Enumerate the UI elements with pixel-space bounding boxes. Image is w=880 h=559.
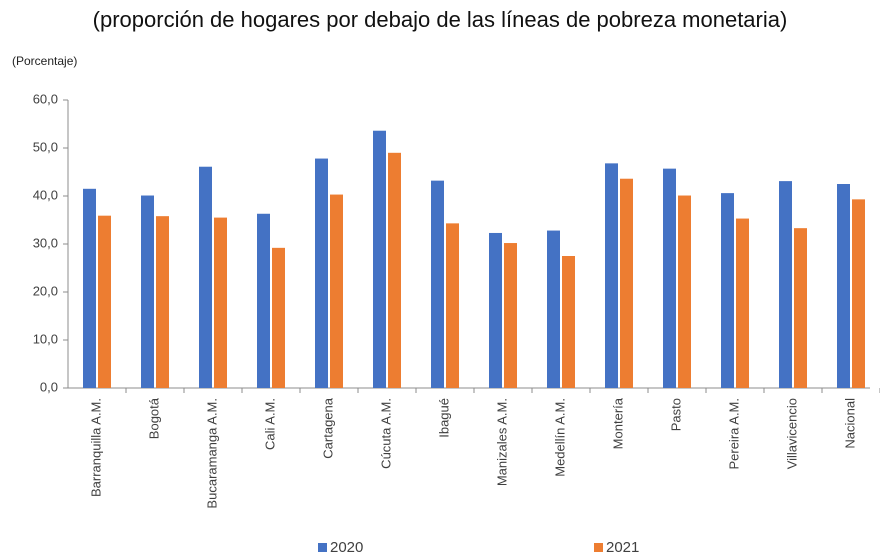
bar (562, 256, 575, 388)
bar (779, 181, 792, 388)
x-tick-label: Manizales A.M. (494, 398, 509, 486)
bar (98, 215, 111, 388)
bar (388, 152, 401, 388)
chart-title: (proporción de hogares por debajo de las… (93, 7, 788, 32)
x-tick-label: Barranquilla A.M. (88, 398, 103, 497)
bar (373, 130, 386, 388)
bar (678, 195, 691, 388)
bar (489, 232, 502, 388)
legend-swatch (594, 543, 603, 552)
y-tick-label: 0,0 (40, 379, 58, 394)
x-tick-label: Pereira A.M. (726, 398, 741, 470)
bar (736, 218, 749, 388)
legend-label: 2021 (606, 539, 639, 556)
x-tick-label: Pasto (668, 398, 683, 431)
bar (852, 199, 865, 388)
x-tick-label: Cúcuta A.M. (378, 398, 393, 469)
x-tick-label: Cartagena (320, 397, 335, 458)
bar (663, 168, 676, 388)
bar (547, 230, 560, 388)
y-axis-label: (Porcentaje) (12, 54, 77, 68)
bar (272, 247, 285, 388)
bar (721, 193, 734, 388)
x-tick-label: Medellín A.M. (552, 398, 567, 477)
bar (214, 217, 227, 388)
bar (257, 213, 270, 388)
x-tick-label: Montería (610, 397, 625, 449)
y-tick-label: 10,0 (33, 331, 58, 346)
y-tick-label: 20,0 (33, 283, 58, 298)
legend-label: 2020 (330, 539, 363, 556)
bar (794, 228, 807, 388)
bar (199, 166, 212, 388)
bar (330, 194, 343, 388)
bar (156, 216, 169, 388)
bar (620, 178, 633, 388)
bar (504, 243, 517, 388)
bar (837, 184, 850, 388)
bar (605, 163, 618, 388)
x-tick-label: Nacional (842, 398, 857, 449)
y-tick-label: 30,0 (33, 235, 58, 250)
bar (315, 158, 328, 388)
x-tick-label: Cali A.M. (262, 398, 277, 450)
y-tick-label: 60,0 (33, 91, 58, 106)
x-tick-label: Bucaramanga A.M. (204, 398, 219, 509)
y-tick-label: 50,0 (33, 139, 58, 154)
x-tick-label: Villavicencio (784, 398, 799, 469)
bar (431, 180, 444, 388)
x-tick-label: Bogotá (146, 397, 161, 439)
legend-swatch (318, 543, 327, 552)
x-tick-label: Ibagué (436, 398, 451, 438)
bar (446, 223, 459, 388)
bar (83, 188, 96, 388)
y-tick-label: 40,0 (33, 187, 58, 202)
bar (141, 195, 154, 388)
